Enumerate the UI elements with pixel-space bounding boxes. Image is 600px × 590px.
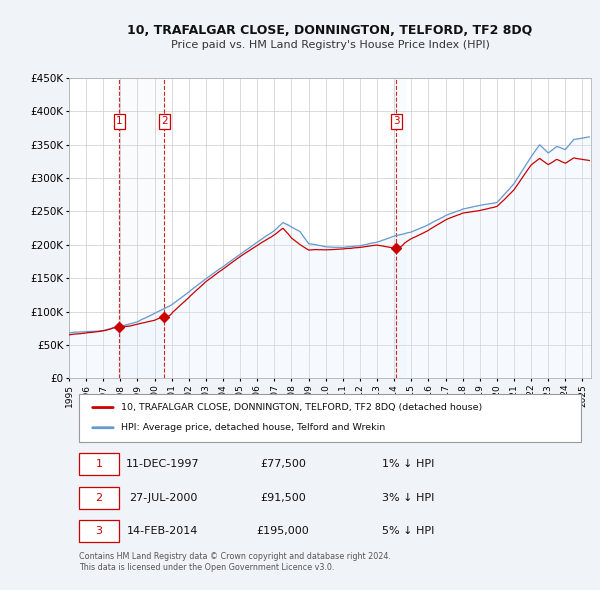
Bar [79,394,581,442]
Text: 3: 3 [95,526,103,536]
Text: £91,500: £91,500 [260,493,306,503]
Text: 11-DEC-1997: 11-DEC-1997 [126,460,200,469]
Text: 10, TRAFALGAR CLOSE, DONNINGTON, TELFORD, TF2 8DQ: 10, TRAFALGAR CLOSE, DONNINGTON, TELFORD… [127,24,533,37]
Bar [119,78,164,378]
Bar [394,78,405,378]
Text: Price paid vs. HM Land Registry's House Price Index (HPI): Price paid vs. HM Land Registry's House … [170,40,490,50]
Text: 2: 2 [95,493,103,503]
Text: 5% ↓ HPI: 5% ↓ HPI [382,526,434,536]
Bar [79,487,119,509]
Text: 27-JUL-2000: 27-JUL-2000 [129,493,197,503]
Text: 2: 2 [161,116,167,126]
Text: 3: 3 [393,116,400,126]
Text: HPI: Average price, detached house, Telford and Wrekin: HPI: Average price, detached house, Telf… [121,423,385,432]
Text: Contains HM Land Registry data © Crown copyright and database right 2024.
This d: Contains HM Land Registry data © Crown c… [79,552,391,572]
Text: 10, TRAFALGAR CLOSE, DONNINGTON, TELFORD, TF2 8DQ (detached house): 10, TRAFALGAR CLOSE, DONNINGTON, TELFORD… [121,403,482,412]
Bar [79,520,119,542]
Text: 1: 1 [116,116,122,126]
Text: £77,500: £77,500 [260,460,306,469]
Text: 1: 1 [95,460,103,469]
Text: 3% ↓ HPI: 3% ↓ HPI [382,493,434,503]
Text: £195,000: £195,000 [257,526,310,536]
Text: 1% ↓ HPI: 1% ↓ HPI [382,460,434,469]
Bar [79,453,119,476]
Text: 14-FEB-2014: 14-FEB-2014 [127,526,199,536]
